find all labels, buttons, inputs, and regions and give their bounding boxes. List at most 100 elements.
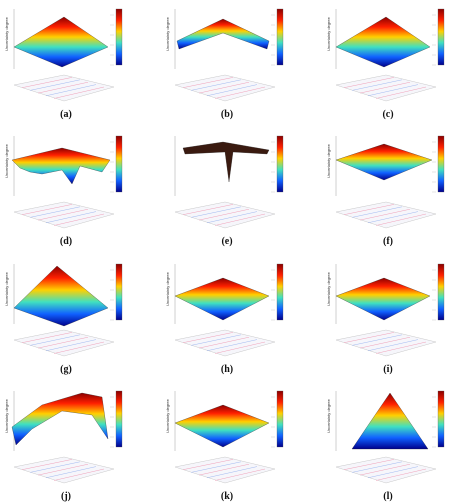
contour-line xyxy=(359,81,411,94)
panel-label: (d) xyxy=(60,236,72,247)
contour-line xyxy=(367,339,419,352)
colorbar xyxy=(437,8,445,66)
panel: (e) xyxy=(174,135,284,247)
panel-label: (e) xyxy=(221,236,232,247)
contour-line xyxy=(367,84,419,97)
panel: Uncertainty degree (b) xyxy=(165,8,284,120)
contour-line xyxy=(182,77,234,88)
contour-line xyxy=(343,332,395,343)
panel-label: (k) xyxy=(221,491,233,502)
contour-line xyxy=(182,459,234,470)
surface xyxy=(13,265,109,327)
contour-line xyxy=(351,79,403,91)
panel: Uncertainty degree (a) xyxy=(4,8,123,120)
contour-line xyxy=(375,341,427,354)
colorbar xyxy=(276,263,284,321)
z-axis-label: Uncertainty degree xyxy=(165,398,170,433)
contour-line xyxy=(45,211,97,224)
contour-line xyxy=(29,206,81,218)
contour-line xyxy=(214,341,266,354)
contour-line xyxy=(206,466,258,479)
contour-line xyxy=(343,77,395,88)
contour-line xyxy=(182,204,234,215)
contour-line xyxy=(359,463,411,476)
contour-line xyxy=(21,77,73,88)
contour-line xyxy=(351,334,403,346)
contour-line xyxy=(214,86,266,99)
colorbar xyxy=(437,263,445,321)
colorbar xyxy=(115,8,123,66)
contour-line xyxy=(198,463,250,476)
colorbar xyxy=(437,390,445,448)
contour-line xyxy=(343,459,395,470)
z-axis-label: Uncertainty degree xyxy=(326,143,331,178)
panel: Uncertainty degree (i) xyxy=(326,263,445,375)
panel-label: (l) xyxy=(383,491,392,502)
colorbar xyxy=(437,135,445,193)
contour-line xyxy=(29,461,81,473)
contour-line xyxy=(37,208,89,221)
colorbar xyxy=(115,263,123,321)
panel: Uncertainty degree (d) xyxy=(4,135,123,247)
contour-line xyxy=(53,86,105,99)
z-axis-label: Uncertainty degree xyxy=(326,271,331,306)
z-axis-label: Uncertainty degree xyxy=(165,16,170,51)
contour-line xyxy=(375,468,427,481)
colorbar xyxy=(115,390,123,448)
contour-line xyxy=(190,461,242,473)
z-axis-label: Uncertainty degree xyxy=(4,16,9,51)
contour-line xyxy=(375,213,427,226)
panel-label: (f) xyxy=(383,236,393,247)
surface xyxy=(182,141,270,183)
contour-line xyxy=(198,81,250,94)
colorbar xyxy=(276,135,284,193)
contour-line xyxy=(214,468,266,481)
contour-line xyxy=(53,213,105,226)
contour-line xyxy=(367,211,419,224)
z-axis-label: Uncertainty degree xyxy=(4,398,9,433)
z-axis-label: Uncertainty degree xyxy=(326,16,331,51)
contour-line xyxy=(198,208,250,221)
panel: Uncertainty degree (f) xyxy=(326,135,445,247)
surface xyxy=(335,143,433,181)
contour-line xyxy=(21,204,73,215)
contour-line xyxy=(367,466,419,479)
surface xyxy=(176,18,270,50)
contour-line xyxy=(190,79,242,91)
panel-label: (a) xyxy=(60,109,72,120)
surface xyxy=(335,16,431,68)
z-axis-label: Uncertainty degree xyxy=(4,143,9,178)
contour-line xyxy=(45,339,97,352)
panel: Uncertainty degree (h) xyxy=(165,263,284,375)
contour-line xyxy=(29,334,81,346)
panel-label: (g) xyxy=(60,364,72,375)
contour-line xyxy=(214,213,266,226)
contour-line xyxy=(21,332,73,343)
colorbar xyxy=(276,390,284,448)
contour-line xyxy=(182,332,234,343)
panel: Uncertainty degree (g) xyxy=(4,263,123,375)
panel: Uncertainty degree (j) xyxy=(4,390,123,502)
contour-line xyxy=(351,461,403,473)
surface xyxy=(174,277,270,321)
panel-label: (i) xyxy=(383,364,392,375)
surface xyxy=(174,404,270,448)
surface xyxy=(11,147,111,185)
panel: Uncertainty degree (k) xyxy=(165,390,284,502)
contour-line xyxy=(37,463,89,476)
contour-line xyxy=(21,459,73,470)
panel-label: (h) xyxy=(221,364,233,375)
contour-line xyxy=(343,204,395,215)
contour-line xyxy=(206,339,258,352)
panel: Uncertainty degree (c) xyxy=(326,8,445,120)
contour-line xyxy=(198,336,250,349)
surface xyxy=(351,392,429,450)
contour-line xyxy=(206,211,258,224)
contour-line xyxy=(351,206,403,218)
colorbar xyxy=(276,8,284,66)
contour-line xyxy=(53,468,105,481)
surface xyxy=(13,16,109,68)
surface xyxy=(335,277,431,321)
surface xyxy=(11,392,109,446)
